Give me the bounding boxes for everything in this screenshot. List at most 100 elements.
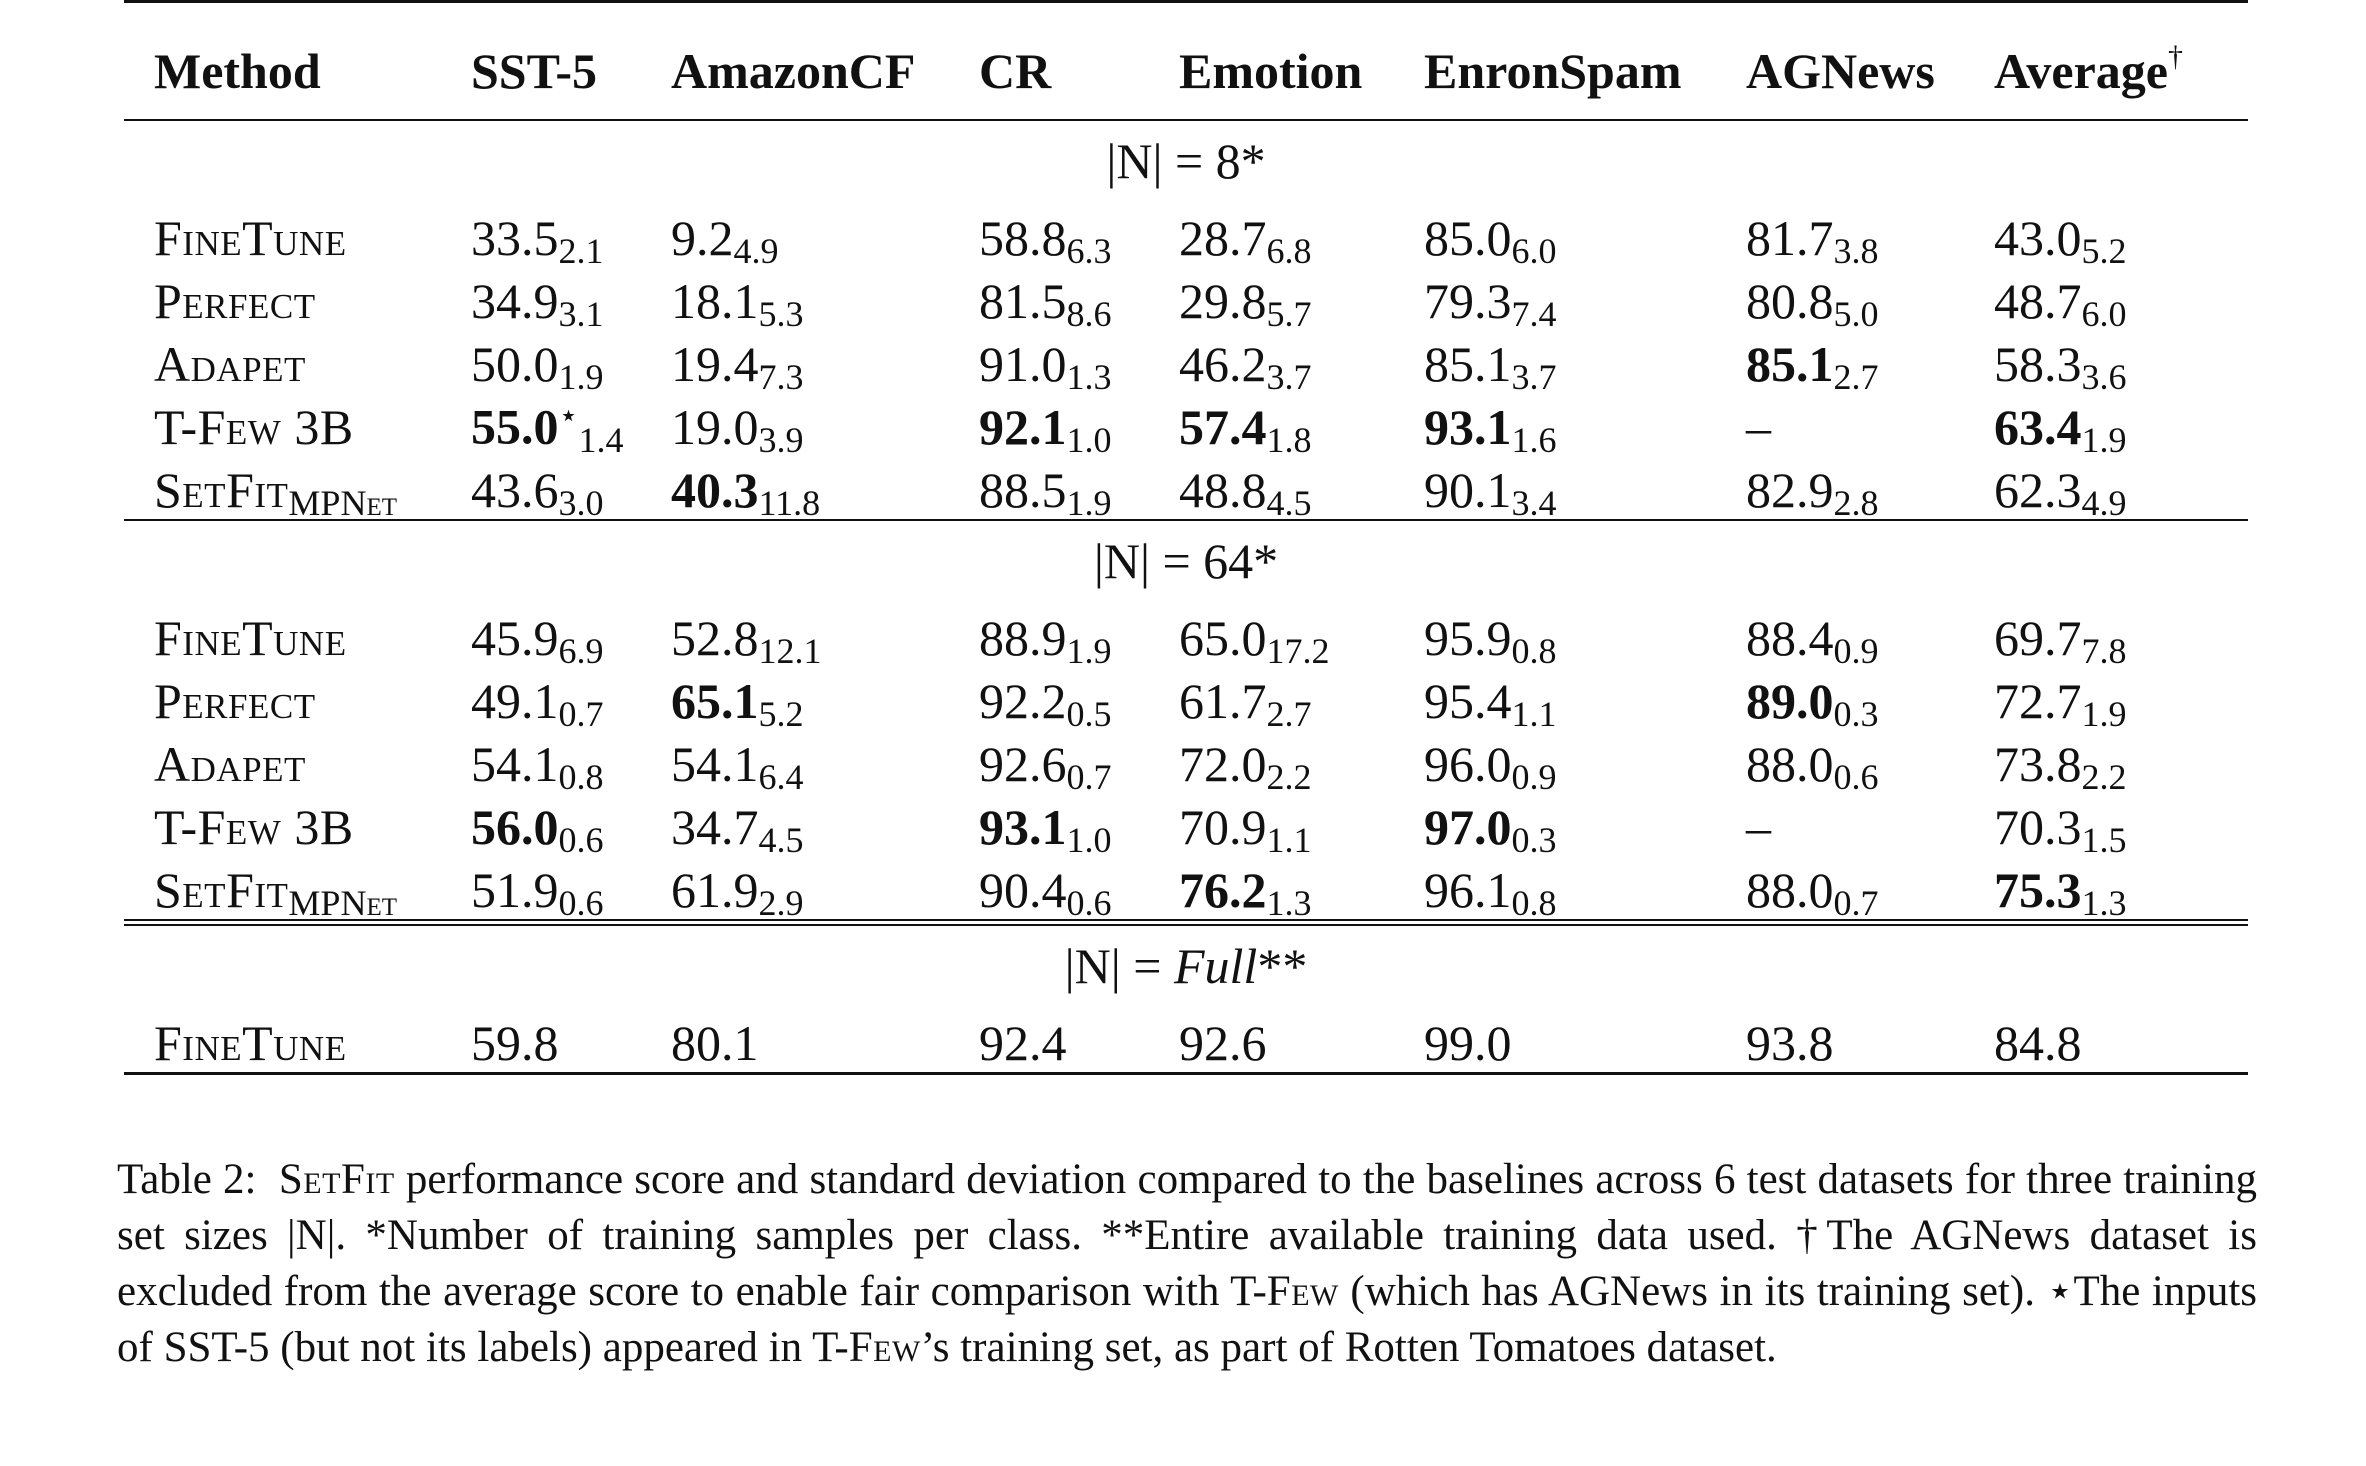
- std-dev: 0.5: [1066, 694, 1112, 734]
- method-name: T-Few 3B: [154, 399, 354, 455]
- score-cell: 69.77.8: [1994, 601, 2248, 671]
- section-label: |N| = 64*: [124, 520, 2248, 601]
- std-dev: 3.0: [558, 483, 604, 523]
- std-dev: 7.4: [1511, 294, 1557, 334]
- score-cell: 46.23.7: [1179, 330, 1424, 397]
- method-cell: SetFitMPNet: [124, 456, 471, 523]
- score-value: 80.1: [671, 1015, 759, 1071]
- method-name: FineTune: [154, 1015, 347, 1071]
- std-dev: 7.3: [758, 357, 804, 397]
- score-cell: 51.90.6: [471, 856, 671, 926]
- std-dev: 6.0: [1511, 231, 1557, 271]
- col-header-enronspam: EnronSpam: [1424, 1, 1746, 121]
- std-dev: 2.2: [1266, 757, 1312, 797]
- score-value: 90.1: [1424, 462, 1512, 518]
- std-dev: 1.3: [2081, 883, 2127, 923]
- score-cell: 88.00.7: [1746, 856, 1994, 926]
- std-dev: 0.9: [1833, 631, 1879, 671]
- score-cell: 65.017.2: [1179, 601, 1424, 671]
- col-header-average-label: Average: [1994, 43, 2168, 99]
- score-cell: 56.00.6: [471, 793, 671, 860]
- std-dev: 6.4: [758, 757, 804, 797]
- score-cell: 19.03.9: [671, 393, 979, 460]
- col-header-cr: CR: [979, 1, 1179, 121]
- score-cell: 59.8: [471, 1006, 671, 1075]
- score-value: 92.1: [979, 399, 1067, 455]
- std-dev: 6.8: [1266, 231, 1312, 271]
- table-row: Adapet 54.10.8 54.16.4 92.60.7 72.02.2 96.00.…: [124, 730, 2248, 797]
- score-value: 93.8: [1746, 1015, 1834, 1071]
- score-cell: 52.812.1: [671, 601, 979, 671]
- std-dev: 7.8: [2081, 631, 2127, 671]
- caption-text-2: (which has AGNews in its training set). …: [117, 1268, 2258, 1371]
- table-row: FineTune 59.8 80.1 92.4 92.6 99.0 93.8 84.8: [124, 1006, 2248, 1075]
- std-dev: 0.9: [1511, 757, 1557, 797]
- method-name: FineTune: [154, 610, 347, 666]
- score-value: 34.7: [671, 799, 759, 855]
- score-cell: 95.41.1: [1424, 667, 1746, 734]
- method-name: Adapet: [154, 336, 306, 392]
- std-dev: 1.0: [1066, 420, 1112, 460]
- score-cell: 48.76.0: [1994, 267, 2248, 334]
- score-cell: 90.13.4: [1424, 456, 1746, 523]
- method-cell: Adapet: [124, 330, 471, 393]
- method-name: Adapet: [154, 736, 306, 792]
- section-header-row: |N| = Full**: [124, 923, 2248, 1007]
- score-cell: 45.96.9: [471, 601, 671, 671]
- method-cell: FineTune: [124, 601, 471, 667]
- score-cell: 34.93.1: [471, 267, 671, 334]
- score-value: 56.0: [471, 799, 559, 855]
- score-cell: 84.8: [1994, 1006, 2248, 1075]
- std-dev: 0.6: [558, 820, 604, 860]
- score-value: 92.6: [979, 736, 1067, 792]
- caption-label: Table 2:: [117, 1156, 257, 1203]
- section-label-italic: Full: [1174, 938, 1258, 994]
- score-cell: 85.12.7: [1746, 330, 1994, 397]
- section-label-suffix: **: [1257, 938, 1308, 994]
- score-cell: 61.72.7: [1179, 667, 1424, 734]
- std-dev: 2.7: [1266, 694, 1312, 734]
- score-value: 55.0: [471, 399, 559, 455]
- score-value: 99.0: [1424, 1015, 1512, 1071]
- std-dev: 12.1: [758, 631, 822, 671]
- score-value: –: [1746, 799, 1771, 855]
- score-cell: 72.71.9: [1994, 667, 2248, 734]
- table-row: Adapet 50.01.9 19.47.3 91.01.3 46.23.7 85.13.…: [124, 330, 2248, 397]
- score-cell: 88.51.9: [979, 456, 1179, 523]
- score-cell: 88.40.9: [1746, 601, 1994, 671]
- score-value: 92.4: [979, 1015, 1067, 1071]
- score-cell: 63.41.9: [1994, 393, 2248, 460]
- score-cell: 91.01.3: [979, 330, 1179, 397]
- score-cell: 93.11.6: [1424, 393, 1746, 460]
- score-cell: 80.85.0: [1746, 267, 1994, 334]
- score-value: 85.1: [1746, 336, 1834, 392]
- score-value: 58.3: [1994, 336, 2082, 392]
- col-header-agnews: AGNews: [1746, 1, 1994, 121]
- score-cell: 19.47.3: [671, 330, 979, 397]
- score-value: 49.1: [471, 673, 559, 729]
- method-name: SetFit: [154, 862, 289, 918]
- section-label: |N| = 8*: [124, 120, 2248, 201]
- std-dev: 1.9: [2081, 420, 2127, 460]
- std-dev: 17.2: [1266, 631, 1330, 671]
- score-cell: 81.58.6: [979, 267, 1179, 334]
- score-value: 18.1: [671, 273, 759, 329]
- std-dev: 0.8: [1511, 883, 1557, 923]
- score-cell: 40.311.8: [671, 456, 979, 523]
- score-value: 80.8: [1746, 273, 1834, 329]
- score-cell: 88.00.6: [1746, 730, 1994, 797]
- std-dev: 4.9: [2081, 483, 2127, 523]
- score-value: 58.8: [979, 210, 1067, 266]
- method-subscript: MPNet: [288, 883, 397, 923]
- score-value: 63.4: [1994, 399, 2082, 455]
- std-dev: 1.1: [1266, 820, 1312, 860]
- score-cell: 93.11.0: [979, 793, 1179, 860]
- score-cell: 79.37.4: [1424, 267, 1746, 334]
- col-header-emotion: Emotion: [1179, 1, 1424, 121]
- score-value: 88.9: [979, 610, 1067, 666]
- method-name: Perfect: [154, 673, 316, 729]
- caption-tfew-2: Few: [848, 1324, 921, 1371]
- score-value: 92.6: [1179, 1015, 1267, 1071]
- score-value: 88.4: [1746, 610, 1834, 666]
- score-value: 54.1: [471, 736, 559, 792]
